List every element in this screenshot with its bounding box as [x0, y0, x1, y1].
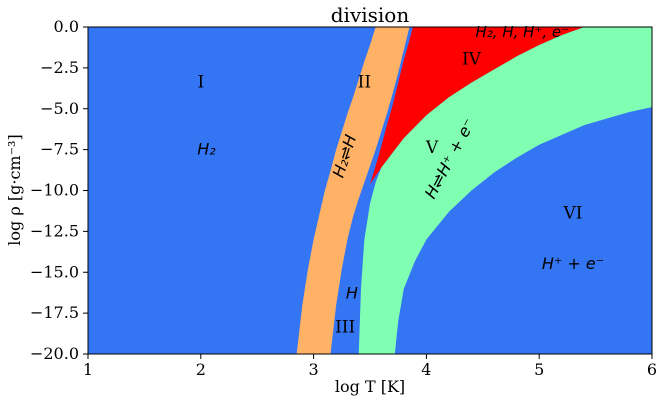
region-ii-band	[296, 27, 410, 354]
x-tick-label-4: 5	[534, 360, 544, 379]
y-tick-label-4: −10.0	[30, 181, 79, 200]
y-tick-label-3: −7.5	[40, 140, 79, 159]
y-tick-label-2: −5.0	[40, 99, 79, 118]
x-tick-label-5: 6	[647, 360, 657, 379]
y-tick-label-5: −12.5	[30, 221, 79, 240]
plot-area	[88, 27, 652, 354]
y-tick-label-7: −17.5	[30, 303, 79, 322]
region-v-label-label: V	[425, 138, 439, 158]
axes: 1 2 3 4 5 6 0.0 −2.5 −5.0 −7.5 −10.0 −12.5 −15.0 −17.…	[30, 17, 657, 379]
x-tick-label-3: 4	[421, 360, 431, 379]
y-tick-label-0: 0.0	[54, 17, 79, 36]
chart-title: division	[331, 3, 410, 27]
y-tick-label-1: −2.5	[40, 58, 79, 77]
x-tick-label-2: 3	[309, 360, 319, 379]
region-iv-species-label: H₂, H, H⁺, e⁻	[476, 23, 570, 41]
region-layer	[296, 27, 652, 354]
y-tick-label-6: −15.0	[30, 262, 79, 281]
x-axis-label: log T [K]	[335, 377, 405, 396]
y-tick-label-8: −20.0	[30, 344, 79, 363]
y-axis-label: log ρ [g·cm⁻³]	[5, 134, 24, 245]
region-vi-label-label: VI	[563, 203, 583, 223]
region-iii-label-label: III	[335, 318, 355, 338]
region-i-label-label: I	[197, 72, 204, 92]
x-tick-label-0: 1	[83, 360, 93, 379]
region-iii-species-label: H	[346, 283, 358, 302]
region-vi-species-label: H⁺ + e⁻	[542, 254, 604, 273]
region-v-band	[358, 27, 652, 354]
region-iv-label-label: IV	[462, 50, 482, 70]
region-iv-red	[370, 27, 585, 184]
x-tick-label-1: 2	[196, 360, 206, 379]
region-ii-label-label: II	[358, 72, 371, 92]
region-i-species-label: H₂	[197, 140, 216, 159]
